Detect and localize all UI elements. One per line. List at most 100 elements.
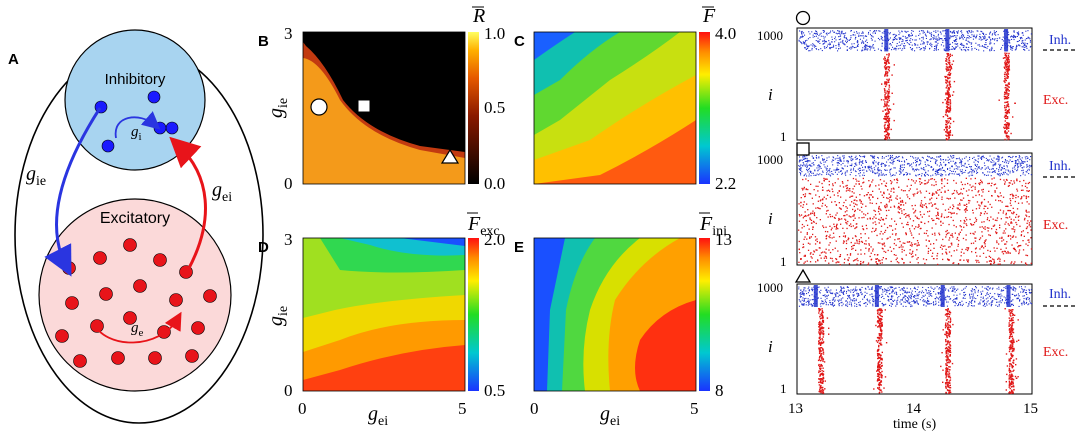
inh-spike	[822, 171, 824, 173]
inh-spike	[905, 305, 907, 307]
exc-spike	[947, 246, 950, 248]
exc-spike	[843, 240, 845, 242]
inh-spike	[1023, 295, 1025, 297]
exc-spike	[1005, 134, 1008, 137]
inh-spike	[869, 49, 871, 51]
inh-spike	[855, 290, 857, 292]
exc-spike	[967, 182, 969, 185]
inh-spike	[848, 290, 850, 292]
exc-spike	[917, 226, 919, 228]
inh-spike	[991, 301, 993, 303]
inh-spike	[1023, 49, 1025, 51]
exc-spike	[895, 233, 897, 235]
exc-spike	[997, 212, 1000, 214]
exc-spike	[976, 201, 979, 203]
inh-spike	[902, 35, 904, 37]
inh-spike	[960, 162, 962, 164]
inh-spike	[998, 301, 1000, 303]
exc-spike	[987, 207, 989, 209]
exc-spike	[948, 232, 950, 234]
inh-spike	[934, 41, 936, 43]
inh-spike	[871, 35, 873, 37]
exc-spike	[1024, 217, 1026, 220]
exc-spike	[987, 230, 989, 232]
exc-spike	[1023, 235, 1025, 237]
inh-spike	[910, 32, 912, 34]
inh-spike	[863, 297, 865, 299]
exc-spike	[947, 98, 949, 100]
inh-spike	[995, 158, 997, 160]
inh-spike	[847, 298, 849, 300]
inh-spike	[951, 157, 953, 159]
exc-spike	[925, 205, 927, 208]
inh-spike	[899, 32, 901, 34]
inh-spike	[843, 36, 845, 38]
exc-spike	[947, 88, 949, 90]
inh-spike	[874, 169, 876, 171]
inh-spike	[804, 165, 806, 167]
inh-spike	[905, 300, 907, 302]
exc-spike	[818, 347, 821, 350]
inh-spike	[925, 305, 927, 307]
inh-spike	[978, 167, 980, 169]
exc-spike	[911, 245, 913, 247]
inh-spike	[953, 31, 955, 33]
inh-spike	[1025, 158, 1027, 160]
inh-spike	[877, 156, 879, 158]
inh-spike	[838, 48, 840, 50]
inh-spike	[815, 30, 817, 32]
inh-spike	[1030, 292, 1032, 294]
inh-spike	[802, 293, 804, 295]
exc-spike	[945, 234, 948, 236]
inh-spike	[808, 173, 810, 175]
inh-spike	[835, 296, 837, 298]
exc-spike	[917, 191, 919, 193]
inh-spike	[898, 41, 900, 43]
exc-spike	[902, 204, 905, 206]
inh-spike	[829, 174, 831, 176]
inh-spike	[996, 158, 998, 160]
inh-spike	[859, 169, 861, 171]
inh-spike	[899, 170, 901, 172]
exc-spike	[886, 103, 888, 105]
exc-spike	[1030, 237, 1032, 239]
exc-spike	[949, 122, 952, 125]
exc-spike	[948, 57, 950, 60]
inh-spike	[908, 295, 910, 297]
exc-spike	[887, 101, 889, 103]
exc-spike	[950, 216, 952, 218]
inh-spike	[931, 46, 933, 48]
inh-spike	[861, 286, 863, 288]
inh-spike	[872, 303, 874, 305]
exc-spike	[798, 229, 800, 231]
inh-spike	[872, 157, 874, 159]
inh-spike	[863, 42, 865, 44]
exc-spike	[1013, 182, 1016, 184]
exc-spike	[888, 70, 890, 72]
inh-spike	[1020, 291, 1022, 293]
inh-spike	[826, 168, 828, 170]
exc-spike	[871, 202, 873, 204]
inh-spike	[987, 45, 989, 47]
exc-spike	[881, 262, 883, 264]
exc-spike	[948, 223, 950, 226]
inh-spike	[919, 38, 921, 40]
inh-spike	[908, 43, 910, 45]
inh-spike	[837, 164, 839, 166]
inh-spike	[888, 296, 890, 298]
inh-spike	[879, 288, 881, 290]
inh-spike	[900, 172, 902, 174]
inh-spike	[799, 30, 801, 32]
inh-spike	[824, 36, 826, 38]
exc-spike	[835, 262, 837, 264]
exc-spike	[1006, 61, 1008, 63]
inh-spike	[942, 159, 944, 161]
exc-spike	[854, 203, 857, 205]
inh-spike	[907, 162, 909, 164]
inh-spike	[894, 35, 896, 37]
b-ytick-bottom: 0	[284, 174, 293, 193]
exc-spike	[947, 111, 950, 113]
inh-spike	[881, 288, 883, 290]
exc-spike	[886, 136, 888, 138]
exc-spike	[949, 132, 952, 134]
